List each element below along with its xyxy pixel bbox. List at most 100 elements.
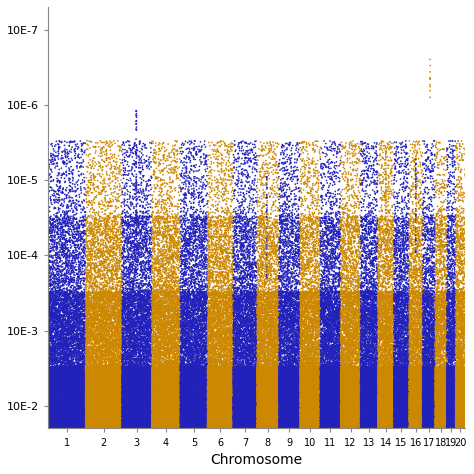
Point [355, 424, 363, 431]
Point [351, 235, 359, 242]
Point [445, 399, 453, 406]
Point [111, 416, 118, 424]
Point [382, 393, 389, 401]
Point [151, 392, 159, 400]
Point [253, 365, 260, 373]
Point [46, 369, 54, 376]
Point [92, 313, 100, 320]
Point [181, 382, 188, 390]
Point [276, 336, 284, 344]
Point [70, 347, 77, 355]
Point [356, 380, 363, 388]
Point [128, 314, 136, 321]
Point [97, 396, 105, 403]
Point [220, 285, 228, 292]
Point [347, 376, 355, 383]
Point [48, 386, 56, 394]
Point [104, 424, 111, 432]
Point [314, 375, 322, 383]
Point [107, 366, 115, 374]
Point [432, 424, 440, 431]
Point [85, 297, 92, 305]
Point [158, 271, 165, 279]
Point [255, 361, 263, 369]
Point [139, 380, 146, 388]
Point [375, 424, 383, 432]
Point [324, 378, 332, 385]
Point [189, 288, 196, 296]
Point [64, 374, 72, 381]
Point [201, 219, 209, 226]
Point [327, 292, 334, 299]
Point [333, 396, 341, 403]
Point [126, 398, 133, 405]
Point [228, 376, 236, 383]
Point [211, 409, 219, 417]
Point [389, 393, 397, 401]
Point [169, 394, 177, 402]
Point [449, 288, 457, 296]
Point [118, 404, 126, 411]
Point [460, 321, 468, 328]
Point [128, 368, 135, 376]
Point [392, 232, 400, 240]
Point [121, 406, 128, 414]
Point [201, 421, 209, 429]
Point [442, 383, 450, 391]
Point [213, 365, 220, 373]
Point [222, 406, 229, 413]
Point [241, 401, 249, 409]
Point [264, 403, 272, 410]
Point [431, 377, 438, 384]
Point [104, 413, 111, 421]
Point [146, 412, 154, 419]
Point [83, 332, 91, 340]
Point [449, 419, 456, 427]
Point [91, 217, 98, 225]
Point [372, 301, 379, 309]
Point [128, 415, 135, 422]
Point [167, 326, 175, 333]
Point [109, 399, 116, 407]
Point [136, 417, 143, 425]
Point [199, 334, 207, 341]
Point [87, 393, 95, 401]
Point [132, 218, 139, 226]
Point [65, 421, 73, 428]
Point [397, 319, 404, 327]
Point [324, 334, 331, 341]
Point [90, 390, 97, 397]
Point [399, 373, 407, 380]
Point [453, 371, 460, 378]
Point [246, 369, 254, 377]
Point [269, 328, 277, 335]
Point [295, 393, 302, 401]
Point [247, 390, 255, 398]
Point [219, 301, 227, 309]
Point [407, 414, 415, 422]
Point [151, 423, 159, 430]
Point [135, 308, 143, 316]
Point [293, 237, 301, 245]
Point [338, 374, 346, 382]
Point [446, 320, 454, 328]
Point [80, 415, 87, 423]
Point [383, 383, 391, 391]
Point [330, 374, 338, 381]
Point [347, 421, 355, 428]
Point [70, 311, 77, 319]
Point [203, 372, 210, 380]
Point [128, 410, 136, 417]
Point [363, 368, 370, 375]
Point [429, 371, 437, 379]
Point [167, 403, 175, 411]
Point [384, 293, 392, 301]
Point [365, 411, 372, 419]
Point [455, 348, 463, 356]
Point [69, 324, 76, 331]
Point [165, 385, 173, 393]
Point [375, 322, 383, 330]
Point [128, 319, 136, 326]
Point [357, 337, 365, 344]
Point [203, 178, 211, 185]
